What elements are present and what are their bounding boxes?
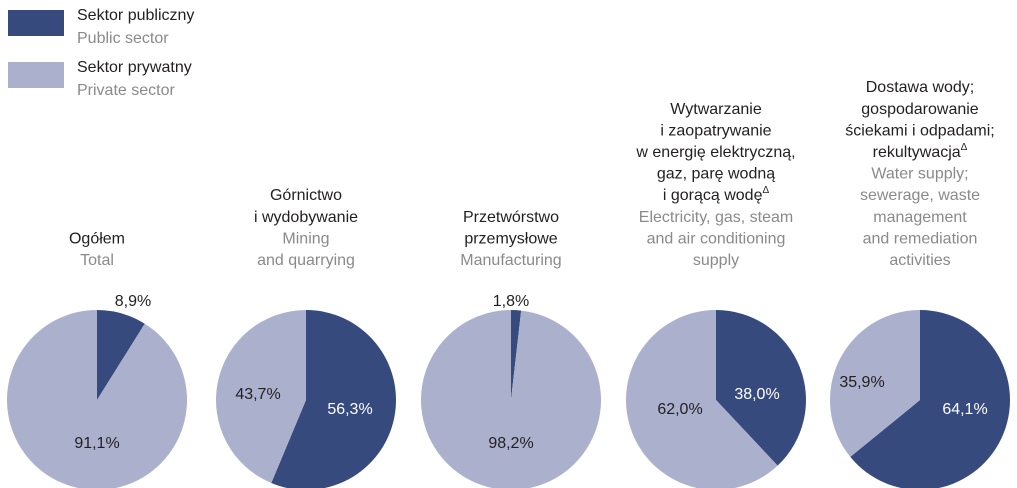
subtitle: activities [889,252,950,269]
title: ściekami i odpadami; [845,122,994,139]
title-line: rekultywacja [873,144,961,161]
title-line: Wytwarzanie [670,101,762,118]
title: Przetwórstwo [463,209,559,226]
legend-swatch [8,62,64,88]
legend-swatch [8,10,64,36]
title: Wytwarzanie [670,101,762,118]
legend-label-en: Public sector [77,30,169,47]
data-label: 35,9% [839,374,884,391]
subtitle: Water supply; [871,166,968,183]
pie-slice [830,310,920,457]
pie-slice [511,310,522,400]
title-line: i gorącą wodę [663,187,763,204]
subtitle: and quarrying [257,252,355,269]
title-line: Ogółem [69,230,125,247]
title: Dostawa wody; [866,79,975,96]
title-line: Górnictwo [270,187,342,204]
title-line: management [873,209,967,226]
title-line: supply [693,252,739,269]
pie-slice [850,310,1010,488]
title-line: i wydobywanie [254,209,358,226]
pie-slice [421,310,601,488]
subtitle: and remediation [863,230,978,247]
title-line: activities [889,252,950,269]
title: rekultywacjaΔ [873,142,968,161]
title: w energię elektryczną, [635,144,795,161]
subtitle: and air conditioning [647,230,786,247]
title-line: and remediation [863,230,978,247]
title-line: gospodarowanie [861,101,979,118]
title-note: Δ [762,185,769,196]
title: gospodarowanie [861,101,979,118]
title-line: Total [80,252,114,269]
data-label: 64,1% [942,401,987,418]
data-label: 62,0% [657,401,702,418]
title-note: Δ [961,142,968,153]
subtitle: sewerage, waste [860,187,980,204]
pie-slice [271,310,396,488]
title-line: gaz, parę wodną [657,166,775,183]
subtitle: Manufacturing [460,252,561,269]
subtitle: management [873,209,967,226]
title-line: Przetwórstwo [463,209,559,226]
pie-slice [626,310,778,488]
data-label: 38,0% [734,386,779,403]
pie-slice [97,310,145,400]
title-line: w energię elektryczną, [635,144,795,161]
title: Górnictwo [270,187,342,204]
legend-label: Sektor publiczny [77,7,194,24]
data-label: 98,2% [488,435,533,452]
subtitle: supply [693,252,739,269]
data-label: 91,1% [74,435,119,452]
legend-label-en: Private sector [77,82,175,99]
data-label: 8,9% [115,293,151,310]
subtitle: Electricity, gas, steam [639,209,793,226]
title: przemysłowe [464,230,557,247]
data-label: 1,8% [493,293,529,310]
legend-label: Sektor prywatny [77,59,192,76]
title: i zaopatrywanie [660,122,771,139]
title-line: sewerage, waste [860,187,980,204]
title-line: Mining [282,230,329,247]
title-line: ściekami i odpadami; [845,122,994,139]
title: i gorącą wodęΔ [663,185,770,204]
title: gaz, parę wodną [657,166,775,183]
data-label: 56,3% [327,401,372,418]
title-line: and air conditioning [647,230,786,247]
title-line: Dostawa wody; [866,79,975,96]
pie-slice [716,310,807,466]
title-line: przemysłowe [464,230,557,247]
pie-slice [215,309,306,484]
data-label: 43,7% [235,386,280,403]
title-line: Electricity, gas, steam [639,209,793,226]
subtitle: Mining [282,230,329,247]
pie-slice [7,310,187,488]
title: Ogółem [69,230,125,247]
title: i wydobywanie [254,209,358,226]
title-line: i zaopatrywanie [660,122,771,139]
title-line: Manufacturing [460,252,561,269]
title-line: Water supply; [871,166,968,183]
subtitle: Total [80,252,114,269]
title-line: and quarrying [257,252,355,269]
